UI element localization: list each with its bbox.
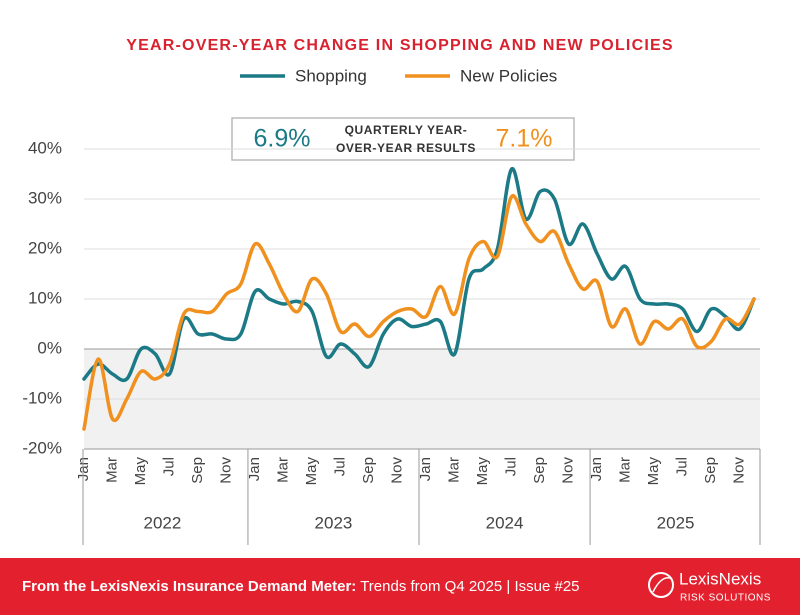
year-label: 2022 — [143, 513, 181, 532]
x-tick-label: Mar — [275, 457, 292, 483]
series-line — [82, 194, 756, 431]
x-tick-label: Nov — [560, 457, 577, 484]
footer-detail: Trends from Q4 2025 — [360, 578, 502, 595]
footer-source: From the LexisNexis Insurance Demand Met… — [22, 578, 356, 595]
y-tick-label: 0% — [37, 338, 62, 357]
x-tick-label: May — [474, 457, 491, 486]
x-tick-label: Sep — [360, 457, 377, 484]
footer-band — [0, 558, 800, 615]
x-tick-label: Mar — [103, 457, 120, 483]
x-tick-label: Nov — [731, 457, 748, 484]
x-tick-label: Nov — [389, 457, 406, 484]
logo: LexisNexis — [679, 569, 761, 588]
x-tick-label: May — [132, 457, 149, 486]
x-tick-label: Nov — [218, 457, 235, 484]
footer-separator: | — [506, 578, 510, 595]
footer-issue: Issue #25 — [514, 578, 579, 595]
logo-icon — [652, 577, 671, 593]
y-tick-label: 40% — [28, 138, 62, 157]
logo-sub: RISK SOLUTIONS — [680, 593, 771, 604]
x-tick-label: Sep — [189, 457, 206, 484]
x-tick-label: May — [303, 457, 320, 486]
x-tick-label: Sep — [702, 457, 719, 484]
series-line — [82, 167, 756, 383]
year-label: 2024 — [486, 513, 524, 532]
x-tick-label: Jan — [588, 457, 605, 481]
year-label: 2023 — [315, 513, 353, 532]
y-tick-label: -20% — [22, 438, 62, 457]
x-tick-label: Mar — [446, 457, 463, 483]
summary-value: 7.1% — [496, 125, 553, 153]
x-tick-label: Mar — [617, 457, 634, 483]
logo-icon — [648, 572, 674, 598]
summary-box — [231, 117, 575, 161]
y-tick-label: 10% — [28, 288, 62, 307]
chart-title: YEAR-OVER-YEAR CHANGE IN SHOPPING AND NE… — [126, 37, 673, 54]
y-tick-label: 30% — [28, 188, 62, 207]
x-tick-label: Jul — [161, 457, 178, 476]
y-tick-label: 20% — [28, 238, 62, 257]
legend-label: Shopping — [295, 66, 367, 85]
x-tick-label: Jan — [417, 457, 434, 481]
x-tick-label: Jan — [246, 457, 263, 481]
x-tick-label: Jul — [674, 457, 691, 476]
legend-label: New Policies — [460, 66, 557, 85]
x-tick-label: Sep — [531, 457, 548, 484]
x-tick-label: Jul — [332, 457, 349, 476]
x-tick-label: Jul — [503, 457, 520, 476]
footer-text: From the LexisNexis Insurance Demand Met… — [22, 578, 580, 595]
year-label: 2025 — [657, 513, 695, 532]
summary-label: OVER-YEAR RESULTS — [336, 141, 476, 155]
summary-value: 6.9% — [254, 125, 311, 153]
summary-label: QUARTERLY YEAR- — [345, 123, 468, 137]
x-tick-label: May — [645, 457, 662, 486]
y-tick-label: -10% — [22, 388, 62, 407]
